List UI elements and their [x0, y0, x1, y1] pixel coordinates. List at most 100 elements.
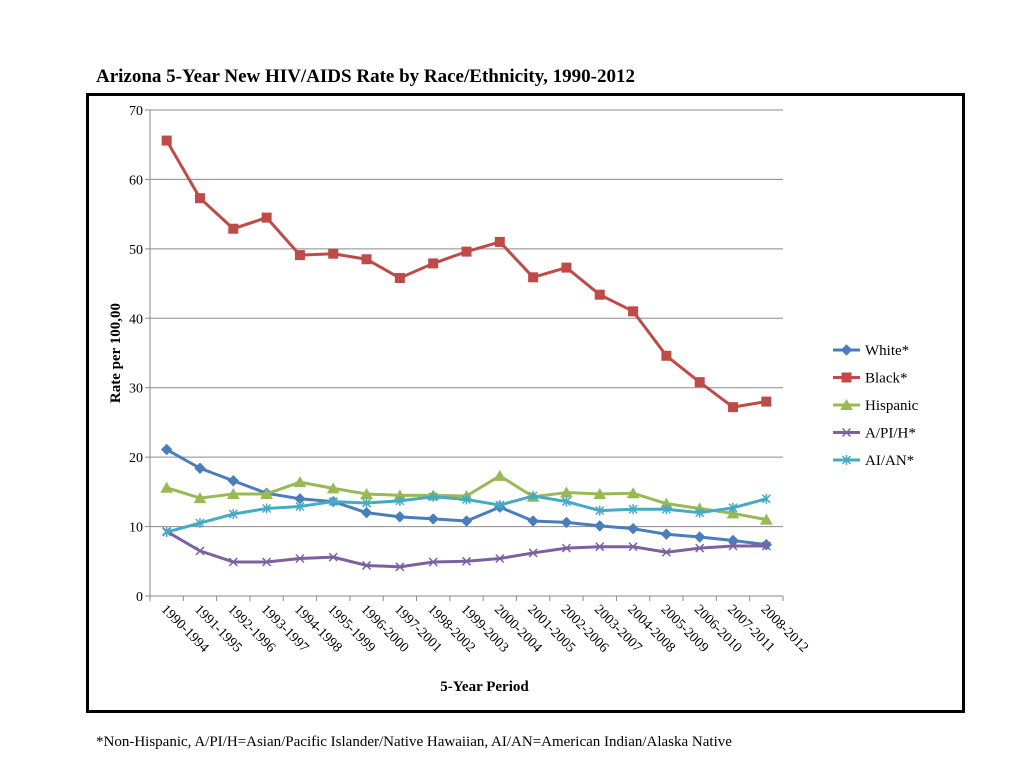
data-point-a-pi-h — [728, 541, 738, 551]
y-tick-label: 70 — [129, 104, 143, 119]
data-point-ai-an — [695, 507, 705, 518]
data-point-black — [428, 258, 439, 269]
legend-marker-hispanic — [840, 399, 853, 410]
data-point-ai-an — [561, 496, 571, 507]
data-point-a-pi-h — [262, 557, 272, 567]
data-point-white — [694, 531, 706, 543]
data-point-a-pi-h — [428, 557, 438, 567]
data-point-ai-an — [195, 518, 205, 529]
data-point-ai-an — [728, 502, 738, 513]
data-point-hispanic — [226, 487, 240, 499]
data-point-black — [194, 193, 205, 204]
chart-frame — [86, 93, 965, 713]
data-point-black — [661, 350, 672, 361]
data-point-black — [361, 254, 372, 265]
data-point-ai-an — [395, 495, 405, 506]
data-point-ai-an — [428, 491, 438, 502]
data-point-hispanic — [293, 476, 307, 488]
data-point-ai-an — [595, 505, 605, 516]
data-point-white — [394, 511, 406, 523]
y-tick-label: 0 — [136, 590, 143, 605]
data-point-black — [628, 306, 639, 317]
data-point-black — [561, 262, 572, 273]
data-point-a-pi-h — [761, 541, 771, 551]
data-point-black — [761, 396, 772, 407]
legend-label-white: White* — [865, 343, 909, 359]
data-point-black — [328, 248, 339, 259]
data-point-white — [427, 513, 439, 525]
data-point-a-pi-h — [295, 553, 305, 564]
data-point-white — [194, 462, 206, 474]
data-point-hispanic — [326, 482, 340, 494]
legend-label-a-pi-h: A/PI/H* — [865, 426, 916, 442]
data-point-a-pi-h — [228, 557, 238, 567]
data-point-black — [594, 289, 605, 300]
data-point-black — [694, 377, 705, 388]
y-tick-label: 30 — [129, 382, 143, 397]
y-tick-label: 10 — [129, 521, 143, 536]
data-point-a-pi-h — [328, 552, 338, 562]
data-point-a-pi-h — [195, 546, 205, 556]
data-point-black — [294, 250, 305, 261]
data-point-ai-an — [228, 509, 238, 520]
data-point-white — [727, 534, 739, 547]
legend-marker-white — [840, 344, 853, 356]
data-point-ai-an — [262, 503, 272, 514]
data-point-ai-an — [328, 496, 338, 507]
y-tick-label: 20 — [129, 451, 143, 466]
data-point-ai-an — [295, 501, 305, 512]
legend-label-hispanic: Hispanic — [865, 398, 919, 414]
data-point-hispanic — [626, 487, 640, 499]
data-point-a-pi-h — [661, 547, 671, 557]
data-point-hispanic — [193, 492, 207, 504]
footnote: *Non-Hispanic, A/PI/H=Asian/Pacific Isla… — [96, 734, 732, 750]
data-point-hispanic — [160, 481, 174, 493]
data-point-ai-an — [461, 494, 472, 505]
data-point-a-pi-h — [495, 553, 505, 564]
legend-marker-black — [841, 372, 852, 383]
legend-label-ai-an: AI/AN* — [865, 453, 914, 469]
data-point-ai-an — [162, 527, 172, 538]
legend-marker-a-pi-h — [841, 427, 852, 438]
data-point-a-pi-h — [461, 556, 472, 566]
data-point-white — [160, 443, 173, 456]
data-point-ai-an — [628, 504, 638, 515]
y-tick-label: 50 — [129, 243, 143, 258]
data-point-white — [627, 522, 639, 535]
data-point-a-pi-h — [528, 548, 538, 558]
data-point-hispanic — [260, 487, 273, 499]
series-line-black — [165, 139, 767, 409]
data-point-black — [728, 402, 739, 413]
data-point-a-pi-h — [628, 542, 638, 552]
data-point-hispanic — [493, 469, 507, 481]
y-tick-label: 40 — [129, 312, 143, 327]
data-point-white — [594, 520, 606, 532]
data-point-white — [227, 475, 239, 487]
data-point-a-pi-h — [695, 543, 705, 553]
data-point-black — [394, 273, 405, 284]
chart-title: Arizona 5-Year New HIV/AIDS Rate by Race… — [96, 66, 635, 87]
y-tick-label: 60 — [129, 173, 143, 188]
data-point-ai-an — [495, 500, 505, 511]
data-point-a-pi-h — [362, 560, 372, 570]
data-point-white — [560, 516, 573, 529]
data-point-black — [528, 272, 539, 283]
data-point-black — [161, 135, 172, 146]
data-point-black — [494, 236, 505, 247]
data-point-ai-an — [761, 493, 771, 504]
data-point-white — [360, 506, 373, 519]
data-point-white — [527, 515, 539, 527]
legend-label-black: Black* — [865, 371, 908, 387]
data-point-black — [228, 223, 239, 234]
data-point-ai-an — [528, 491, 538, 502]
data-point-white — [460, 515, 473, 527]
data-point-ai-an — [362, 497, 372, 508]
data-point-white — [660, 528, 673, 540]
x-axis-title: 5-Year Period — [440, 679, 529, 695]
data-point-hispanic — [726, 507, 740, 519]
data-point-ai-an — [661, 504, 671, 515]
y-axis-title: Rate per 100,00 — [108, 303, 124, 403]
data-point-a-pi-h — [595, 542, 605, 552]
legend-marker-ai-an — [841, 455, 852, 465]
data-point-a-pi-h — [561, 543, 571, 553]
